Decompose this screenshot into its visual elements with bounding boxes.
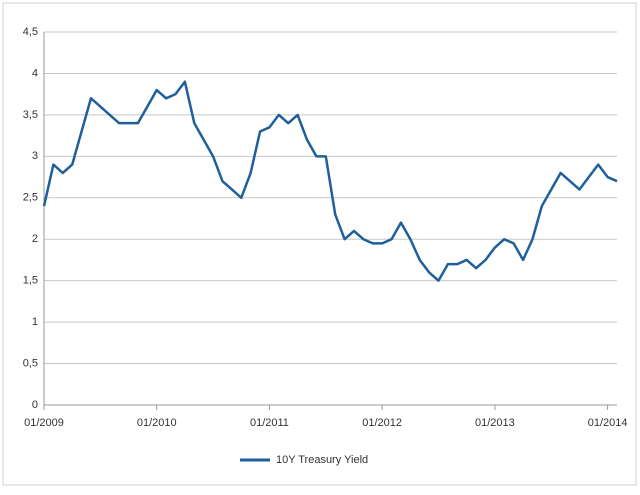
- y-tick-label: 2,5: [23, 192, 38, 204]
- x-tick-label: 01/2014: [588, 417, 628, 429]
- x-tick-label: 01/2009: [24, 417, 64, 429]
- y-tick-label: 1,5: [23, 275, 38, 287]
- y-tick-label: 4,5: [23, 26, 38, 38]
- legend-label: 10Y Treasury Yield: [276, 454, 368, 466]
- x-tick-label: 01/2011: [250, 417, 289, 429]
- x-tick-label: 01/2012: [362, 417, 402, 429]
- y-tick-label: 1: [32, 316, 38, 328]
- y-tick-label: 0: [32, 399, 38, 411]
- y-tick-label: 0,5: [23, 357, 38, 369]
- x-tick-label: 01/2013: [475, 417, 515, 429]
- y-tick-label: 4: [32, 67, 38, 79]
- x-tick-label: 01/2010: [137, 417, 177, 429]
- chart-frame: [2, 2, 637, 486]
- y-tick-label: 3,5: [23, 109, 38, 121]
- y-tick-label: 3: [32, 150, 38, 162]
- data-line: [42, 80, 618, 282]
- y-tick-label: 2: [32, 233, 38, 245]
